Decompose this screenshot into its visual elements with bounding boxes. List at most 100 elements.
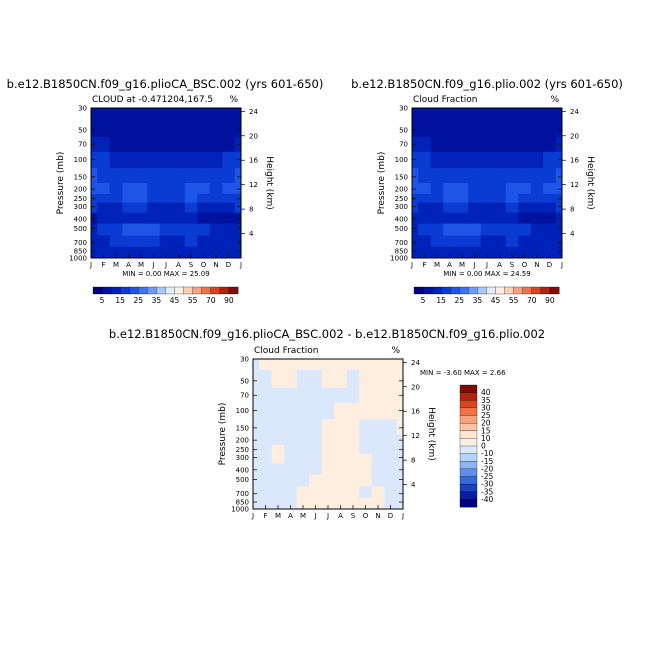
heatmap-cell: [321, 402, 335, 420]
colorbar-swatch: [101, 286, 112, 295]
heatmap-cell: [418, 151, 432, 169]
heatmap-cell: [346, 359, 360, 371]
heatmap-cell: [384, 369, 398, 389]
pressure-tick-label: 200: [395, 186, 408, 194]
heatmap-cell: [172, 202, 186, 214]
colorbar-label: 25: [481, 411, 491, 420]
heatmap-cell: [253, 359, 260, 371]
heatmap-cell: [371, 486, 385, 499]
heatmap-cell: [468, 202, 482, 214]
heatmap-cell: [259, 359, 273, 371]
heatmap-cell: [91, 254, 98, 258]
colorbar-swatch: [459, 461, 478, 470]
heatmap-cell: [309, 453, 323, 465]
heatmap-cell: [359, 402, 373, 420]
colorbar-swatch: [228, 286, 239, 295]
height-tick-label: 4: [411, 481, 416, 489]
heatmap-cell: [134, 212, 148, 225]
colorbar-swatch: [459, 438, 478, 447]
heatmap-cell: [253, 463, 260, 476]
pressure-tick-label: 100: [395, 156, 408, 164]
heatmap-cell: [418, 193, 432, 204]
heatmap-cell: [455, 137, 469, 153]
heatmap-cell: [122, 202, 136, 214]
heatmap-cell: [396, 369, 403, 389]
month-tick-label: J: [472, 261, 475, 269]
colorbar-swatch: [531, 286, 542, 295]
heatmap-cell: [184, 168, 198, 184]
heatmap-cell: [253, 474, 260, 488]
heatmap-cell: [468, 246, 482, 256]
height-tick-label: 4: [570, 230, 575, 238]
colorbar-swatch: [431, 286, 442, 295]
heatmap-cell: [309, 359, 323, 371]
heatmap-cell: [359, 434, 373, 446]
heatmap-cell: [334, 419, 348, 435]
heatmap-cell: [480, 168, 494, 184]
colorbar-label: 5: [421, 296, 426, 305]
heatmap-cell: [518, 168, 532, 184]
heatmap-cell: [468, 223, 482, 237]
heatmap-cell: [296, 419, 310, 435]
heatmap-cell: [134, 168, 148, 184]
heatmap-cell: [371, 434, 385, 446]
heatmap-cell: [443, 212, 457, 225]
heatmap-cell: [271, 463, 285, 476]
heatmap-cell: [109, 183, 123, 195]
heatmap-cell: [480, 108, 494, 120]
heatmap-cell: [346, 369, 360, 389]
heatmap-cell: [493, 235, 507, 248]
colorbar-swatch: [174, 286, 185, 295]
colorbar-label: 70: [206, 296, 216, 305]
heatmap-cell: [543, 235, 557, 248]
heatmap-cell: [334, 359, 348, 371]
heatmap-cell: [371, 402, 385, 420]
heatmap-cell: [184, 118, 198, 138]
pressure-tick-label: 1000: [390, 255, 408, 263]
colorbar-label: 40: [481, 388, 491, 397]
heatmap-cell: [359, 474, 373, 488]
pressure-tick-label: 300: [236, 454, 249, 462]
heatmap-cell: [184, 246, 198, 256]
heatmap-cell: [184, 193, 198, 204]
colorbar-label: -40: [481, 495, 493, 504]
colorbar-swatch: [459, 384, 478, 394]
heatmap-cell: [234, 183, 241, 195]
pressure-tick-label: 850: [236, 499, 249, 507]
heatmap-cell: [371, 388, 385, 404]
heatmap-cell: [91, 151, 98, 169]
colorbar-swatch: [477, 286, 487, 295]
heatmap-cell: [122, 193, 136, 204]
heatmap-cell: [172, 137, 186, 153]
heatmap-cell: [259, 474, 273, 488]
heatmap-cell: [384, 486, 398, 499]
month-tick-label: A: [288, 512, 293, 520]
colorbar-label: 0: [481, 442, 486, 451]
heatmap-cell: [222, 212, 236, 225]
heatmap-cell: [480, 118, 494, 138]
pressure-tick-label: 400: [74, 215, 87, 223]
pressure-tick-label: 70: [78, 141, 87, 149]
heatmap-cell: [222, 223, 236, 237]
heatmap-cell: [259, 463, 273, 476]
heatmap-cell: [259, 369, 273, 389]
heatmap-cell: [555, 137, 562, 153]
month-tick-label: J: [251, 512, 254, 520]
heatmap-cell: [555, 235, 562, 248]
heatmap-cell: [296, 434, 310, 446]
heatmap-cell: [122, 212, 136, 225]
heatmap-cell: [147, 118, 161, 138]
chart-subtitle: Cloud Fraction: [254, 346, 319, 356]
heatmap-cell: [296, 474, 310, 488]
heatmap-cell: [468, 235, 482, 248]
pressure-tick-label: 250: [74, 195, 87, 203]
heatmap-cell: [321, 463, 335, 476]
heatmap-cell: [159, 137, 173, 153]
heatmap-cell: [122, 137, 136, 153]
colorbar-swatch: [459, 407, 478, 416]
heatmap-cell: [384, 453, 398, 465]
heatmap-cell: [147, 202, 161, 214]
colorbar-label: -20: [481, 464, 493, 473]
unit-label: %: [229, 95, 238, 105]
heatmap-cell: [412, 223, 419, 237]
